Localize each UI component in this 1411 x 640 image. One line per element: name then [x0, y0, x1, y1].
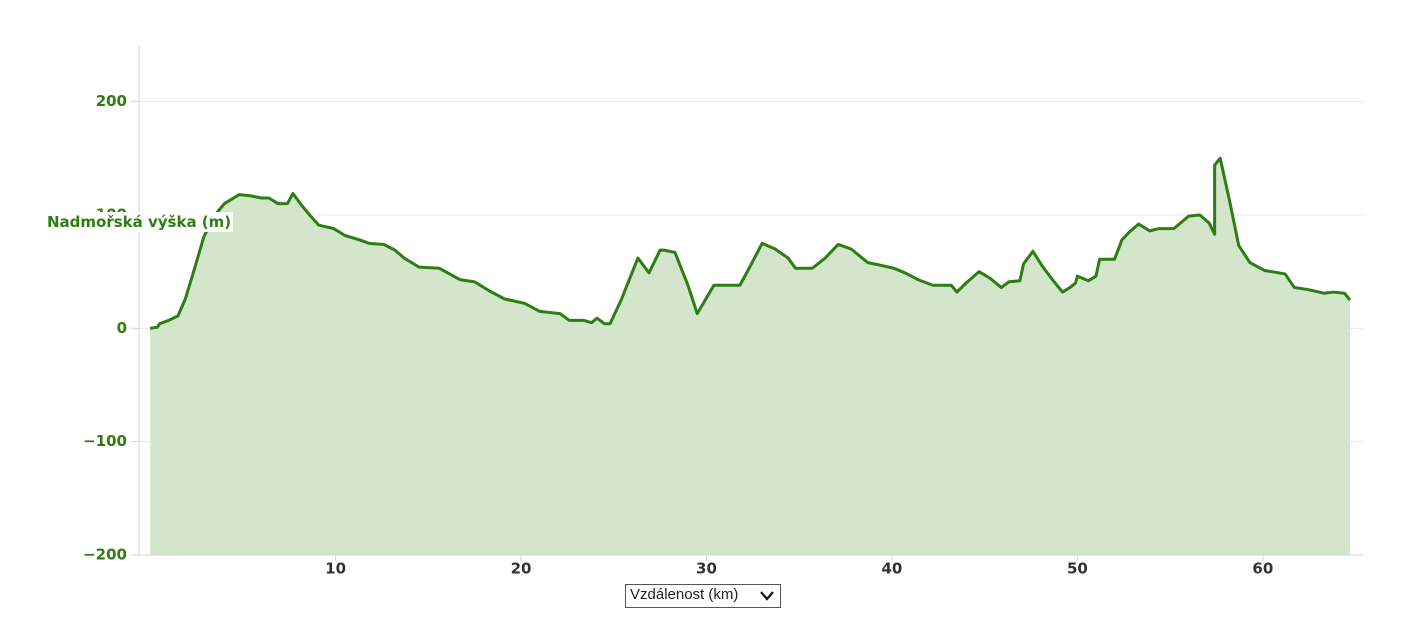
x-tick-label: 20: [511, 560, 532, 578]
y-tick-label: 0: [117, 319, 127, 337]
x-tick-label: 50: [1067, 560, 1088, 578]
x-axis-select[interactable]: Vzdálenost (km): [625, 584, 781, 608]
x-tick-label: 40: [882, 560, 903, 578]
chevron: [760, 591, 774, 601]
y-tick-label: −100: [83, 432, 127, 450]
x-axis-title: Vzdálenost (km): [630, 586, 739, 603]
y-tick-label: −200: [83, 546, 127, 564]
x-tick-label: 60: [1252, 560, 1273, 578]
y-tick-label: 200: [96, 92, 127, 110]
elevation-line: [149, 156, 1352, 330]
x-tick-label: 30: [696, 560, 717, 578]
y-axis-title: Nadmořská výška (m): [45, 212, 234, 232]
x-tick-label: 10: [325, 560, 346, 578]
area-fill: [150, 158, 1351, 556]
